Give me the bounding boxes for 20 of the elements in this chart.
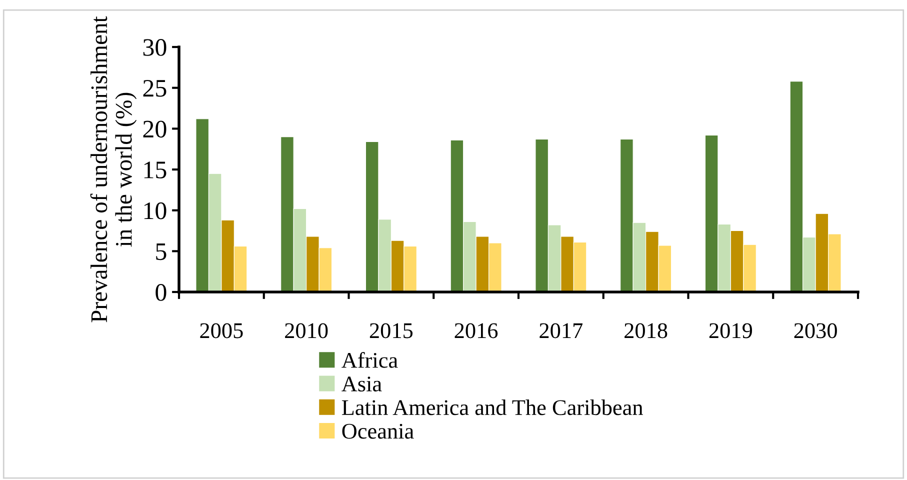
x-tick-label: 2005: [200, 323, 243, 338]
y-tick-label: 5: [156, 243, 166, 260]
x-tick-label: 2015: [370, 323, 413, 338]
y-tick-label: 20: [143, 120, 166, 138]
x-tick-label: 2030: [794, 323, 837, 338]
y-tick-label: 0: [156, 284, 166, 301]
y-axis-title: Prevalence of undernourishment in the world (%): [90, 16, 137, 322]
y-tick-label: 30: [143, 39, 166, 56]
x-tick-label: 2019: [709, 323, 752, 338]
x-tick-label: 2017: [540, 323, 583, 338]
legend-label: Latin America and The Caribbean: [342, 399, 643, 416]
y-tick-label: 10: [144, 202, 166, 220]
legend-label: Asia: [342, 376, 382, 392]
y-tick-label: 25: [143, 80, 166, 97]
x-tick-label: 2018: [624, 323, 668, 338]
y-tick-label: 15: [144, 162, 166, 178]
x-tick-label: 2016: [454, 323, 498, 338]
x-tick-label: 2010: [285, 323, 328, 338]
legend-label: Africa: [342, 352, 398, 368]
legend-label: Oceania: [342, 424, 414, 439]
